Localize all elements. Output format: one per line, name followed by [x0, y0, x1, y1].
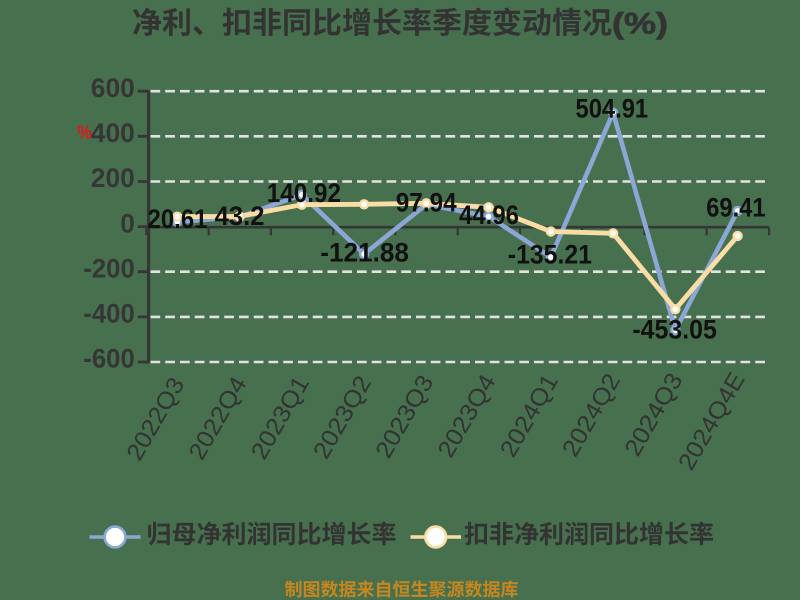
svg-text:200: 200	[91, 163, 135, 193]
svg-text:-200: -200	[83, 253, 135, 283]
svg-text:44.96: 44.96	[459, 200, 519, 230]
svg-text:69.41: 69.41	[706, 192, 765, 222]
svg-text:400: 400	[91, 118, 135, 148]
svg-text:-600: -600	[83, 344, 135, 374]
svg-text:-135.21: -135.21	[508, 239, 592, 269]
svg-text:-453.05: -453.05	[632, 314, 716, 344]
svg-text:20.61: 20.61	[148, 204, 208, 234]
svg-text:-121.88: -121.88	[320, 238, 409, 268]
svg-text:140.92: 140.92	[267, 178, 341, 208]
svg-text:(%): (%)	[612, 7, 668, 40]
svg-text:0: 0	[120, 208, 135, 238]
svg-text:600: 600	[91, 73, 135, 103]
svg-text:504.91: 504.91	[576, 93, 649, 123]
svg-text:97.94: 97.94	[396, 188, 457, 218]
svg-text:-400: -400	[83, 299, 135, 329]
svg-text:%: %	[77, 120, 92, 143]
svg-text:43.2: 43.2	[215, 201, 265, 231]
